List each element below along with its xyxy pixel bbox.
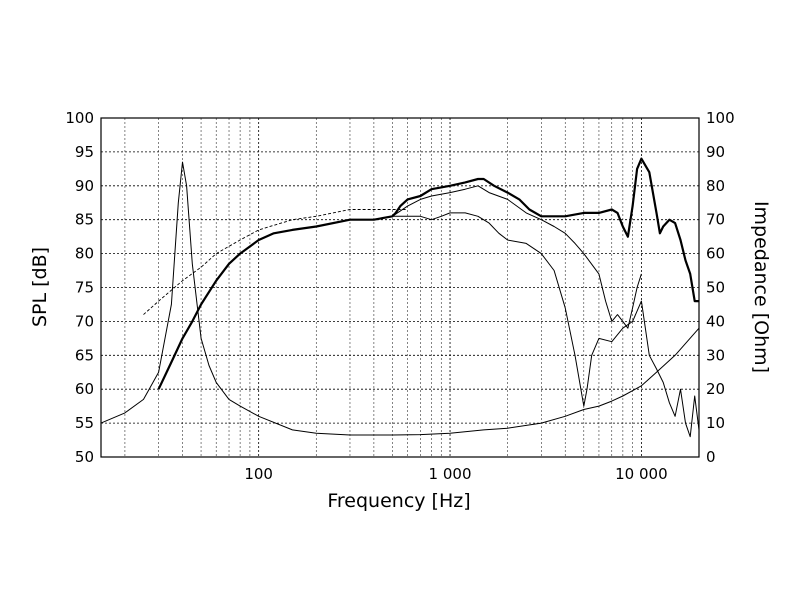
right-tick-label: 40 — [706, 312, 725, 330]
left-tick-label: 60 — [75, 380, 94, 398]
right-tick-label: 90 — [706, 143, 725, 161]
spl-curve-1 — [157, 157, 699, 390]
spl-curve-3 — [392, 212, 700, 438]
x-tick-label: 1 000 — [429, 465, 472, 483]
right-axis-ticks: 0 10 20 30 40 50 60 70 80 90 100 — [706, 109, 735, 466]
x-axis-ticks: 100 1 000 10 000 — [244, 465, 667, 483]
plot-frame — [100, 117, 700, 458]
x-axis-label: Frequency [Hz] — [327, 490, 470, 512]
right-axis-label: Impedance [Ohm] — [750, 201, 772, 373]
chart-curves — [100, 157, 700, 438]
left-tick-label: 50 — [75, 448, 94, 466]
right-tick-label: 10 — [706, 414, 725, 432]
right-tick-label: 60 — [706, 245, 725, 263]
left-tick-label: 55 — [75, 414, 94, 432]
right-tick-label: 80 — [706, 177, 725, 195]
left-tick-label: 80 — [75, 245, 94, 263]
left-axis-ticks: 50 55 60 65 70 75 80 85 90 95 100 — [65, 109, 94, 466]
right-tick-label: 100 — [706, 109, 735, 127]
left-tick-label: 100 — [65, 109, 94, 127]
right-tick-label: 0 — [706, 448, 716, 466]
spl-curve-2 — [392, 185, 642, 329]
spl-curve-4 — [143, 209, 408, 315]
left-axis-label: SPL [dB] — [29, 247, 51, 327]
right-tick-label: 70 — [706, 211, 725, 229]
x-tick-label: 10 000 — [615, 465, 668, 483]
left-tick-label: 90 — [75, 177, 94, 195]
left-tick-label: 95 — [75, 143, 94, 161]
x-tick-label: 100 — [244, 465, 273, 483]
right-tick-label: 20 — [706, 380, 725, 398]
right-tick-label: 50 — [706, 279, 725, 297]
right-tick-label: 30 — [706, 346, 725, 364]
impedance-curve — [100, 161, 700, 436]
left-tick-label: 70 — [75, 312, 94, 330]
left-tick-label: 75 — [75, 279, 94, 297]
left-tick-label: 85 — [75, 211, 94, 229]
left-tick-label: 65 — [75, 346, 94, 364]
grid-lines — [101, 118, 699, 457]
